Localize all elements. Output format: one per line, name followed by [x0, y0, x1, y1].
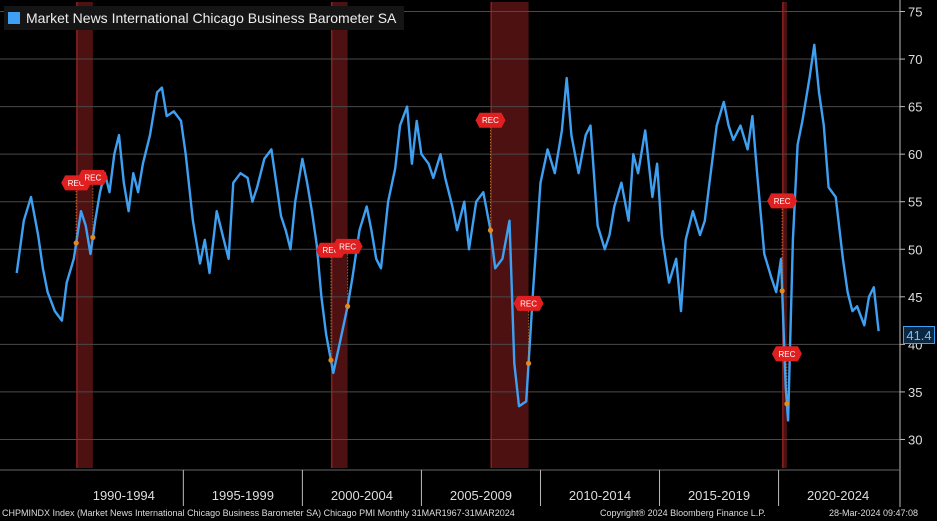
recession-band	[782, 2, 787, 468]
rec-point	[487, 227, 494, 233]
footer-copyright: Copyright® 2024 Bloomberg Finance L.P.	[600, 508, 766, 518]
x-period-label: 2005-2009	[450, 488, 512, 503]
rec-marker-label: REC	[68, 179, 85, 188]
rec-point	[345, 303, 351, 309]
rec-marker	[475, 112, 506, 128]
rec-marker-label: REC	[520, 299, 537, 308]
y-tick-label: 65	[908, 100, 922, 115]
rec-point	[73, 240, 79, 246]
footer-source: CHPMINDX Index (Market News Internationa…	[2, 508, 515, 518]
x-period-label: 1995-1999	[212, 488, 274, 503]
rec-marker	[77, 169, 108, 185]
chart-legend: Market News International Chicago Busine…	[4, 6, 405, 30]
y-tick-label: 45	[908, 290, 922, 305]
recession-band	[330, 2, 348, 468]
y-tick-label: 50	[908, 242, 922, 257]
rec-marker	[332, 238, 363, 254]
rec-marker-label: REC	[339, 242, 356, 251]
footer: CHPMINDX Index (Market News Internationa…	[0, 507, 937, 521]
y-tick-label: 35	[908, 385, 922, 400]
rec-point	[328, 357, 334, 363]
rec-point	[784, 401, 790, 407]
y-tick-label: 70	[908, 52, 922, 67]
recession-band-edge	[782, 2, 784, 468]
legend-label: Market News International Chicago Busine…	[26, 10, 397, 26]
x-period-label: 2020-2024	[807, 488, 869, 503]
footer-timestamp: 28-Mar-2024 09:47:08	[829, 508, 919, 518]
rec-marker-label: REC	[778, 350, 795, 359]
x-period-label: 2010-2014	[569, 488, 631, 503]
rec-marker	[771, 346, 802, 362]
x-period-label: 1990-1994	[93, 488, 155, 503]
x-period-label: 2015-2019	[688, 488, 750, 503]
last-value-badge: 41.4	[903, 326, 935, 344]
rec-marker-label: REC	[774, 197, 791, 206]
series-line	[15, 43, 880, 422]
recession-band	[76, 2, 93, 468]
recession-band-edge	[330, 2, 333, 468]
rec-point	[779, 288, 785, 294]
legend-swatch	[8, 12, 20, 24]
x-period-label: 2000-2004	[331, 488, 393, 503]
rec-marker-label: REC	[482, 116, 499, 125]
y-tick-label: 60	[908, 147, 922, 162]
rec-marker	[767, 193, 798, 209]
rec-point	[90, 234, 96, 240]
rec-marker	[513, 295, 544, 311]
y-tick-label: 55	[908, 195, 922, 210]
y-tick-label: 75	[908, 5, 922, 20]
rec-marker-label: REC	[84, 173, 101, 182]
rec-point	[525, 360, 532, 366]
y-tick-label: 30	[908, 432, 922, 447]
rec-marker-label: REC	[323, 246, 340, 255]
